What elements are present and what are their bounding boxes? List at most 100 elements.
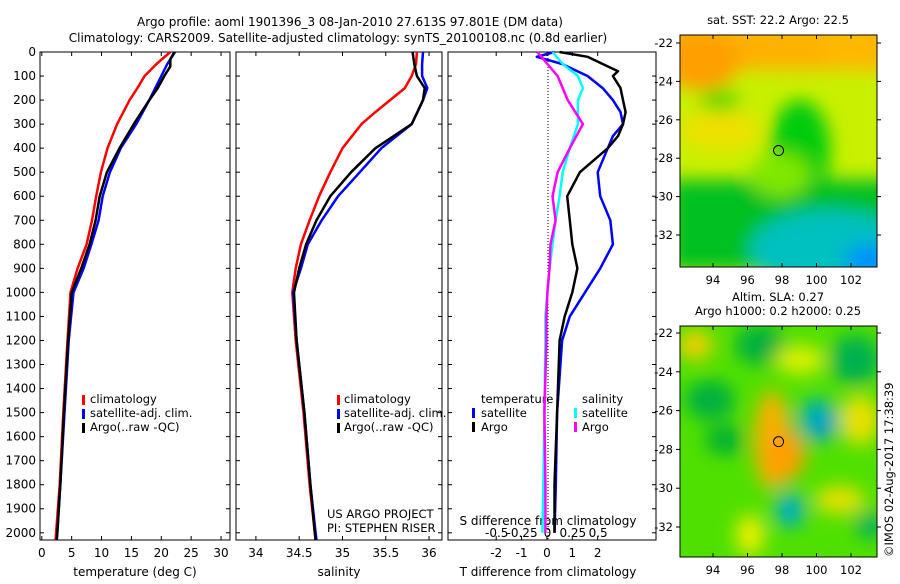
s-diff-tick-label: 0.25 — [559, 526, 586, 540]
depth-tick-label: 900 — [13, 261, 36, 275]
depth-tick-label: 0 — [28, 45, 36, 59]
sst-map-frame — [679, 34, 878, 268]
depth-tick-label: 1800 — [5, 478, 36, 492]
depth-tick-label: 700 — [13, 213, 36, 227]
depth-tick-label: 2000 — [5, 526, 36, 540]
s-diff-tick-label: -0.5 — [485, 526, 508, 540]
depth-tick-label: 1700 — [5, 454, 36, 468]
s-diff-tick-label: -0.25 — [507, 526, 538, 540]
lat-tick-label: -32 — [654, 520, 673, 534]
sst-map-title: sat. SST: 22.2 Argo: 22.5 — [707, 13, 849, 27]
x-tick-label: 15 — [124, 546, 139, 560]
salinity-panel: salinity climatology satellite-adj. clim… — [235, 51, 446, 579]
depth-tick-label: 800 — [13, 237, 36, 251]
legend-climatology-swatch — [82, 395, 85, 405]
x-tick-label: 10 — [94, 546, 109, 560]
series-line-temperature-argo — [553, 50, 627, 533]
x-tick-label: 36 — [421, 546, 436, 560]
s-diff-xlabel: S difference from climatology — [460, 514, 637, 528]
legend-satellite-adj: satellite-adj. clim. — [90, 406, 192, 420]
sla-map-title-1: Altim. SLA: 0.27 — [732, 290, 824, 304]
legend-satellite-swatch — [337, 409, 340, 419]
t-diff-xlabel: T difference from climatology — [459, 565, 637, 579]
legend-t-argo-swatch — [472, 422, 475, 432]
lat-tick-label: -28 — [654, 151, 673, 165]
difference-axes-box — [447, 51, 657, 541]
legend-satellite-swatch — [82, 409, 85, 419]
legend-s-satellite: satellite — [582, 406, 628, 420]
lat-tick-label: -30 — [654, 190, 673, 204]
lon-tick-label: 100 — [806, 563, 828, 577]
s-diff-tick-label: 0.5 — [589, 526, 608, 540]
lat-tick-label: -30 — [654, 481, 673, 495]
sst-map-image — [680, 35, 877, 267]
legend-climatology-swatch — [337, 395, 340, 405]
depth-tick-label: 200 — [13, 93, 36, 107]
x-tick-label: 0 — [38, 546, 46, 560]
lon-tick-label: 96 — [740, 273, 755, 287]
legend-salinity-header: salinity — [582, 392, 623, 406]
legend-s-argo-swatch — [574, 422, 577, 432]
legend-argo: Argo(..raw -QC) — [90, 420, 180, 434]
timestamp: ©IMOS 02-Aug-2017 17:38:39 — [882, 382, 896, 557]
lon-tick-label: 96 — [740, 563, 755, 577]
legend-s-satellite-swatch — [574, 408, 577, 418]
salinity-xlabel: salinity — [317, 565, 360, 579]
salinity-axes-box — [235, 51, 443, 541]
difference-panel: T difference from climatology S differen… — [447, 51, 657, 579]
series-line-temperature-satellite — [535, 50, 625, 533]
series-line-salinity-argo — [536, 51, 585, 533]
depth-tick-label: 1600 — [5, 430, 36, 444]
x-tick-label: 25 — [184, 546, 199, 560]
lat-tick-label: -28 — [654, 442, 673, 456]
argo-float-marker — [773, 145, 785, 157]
depth-tick-label: 1200 — [5, 333, 36, 347]
legend-satellite-adj: satellite-adj. clim. — [344, 406, 446, 420]
lon-tick-label: 94 — [706, 273, 721, 287]
depth-tick-label: 300 — [13, 117, 36, 131]
lat-tick-label: -22 — [654, 326, 673, 340]
lon-tick-label: 100 — [806, 273, 828, 287]
x-tick-label: 1 — [568, 546, 576, 560]
project-line-2: PI: STEPHEN RISER — [327, 521, 436, 535]
title-line-2: Climatology: CARS2009. Satellite-adjuste… — [69, 31, 607, 45]
x-tick-label: 35 — [335, 546, 350, 560]
depth-tick-label: 100 — [13, 69, 36, 83]
lon-tick-label: 102 — [840, 273, 862, 287]
depth-tick-label: 1900 — [5, 502, 36, 516]
legend-t-argo: Argo — [481, 420, 508, 434]
sla-map-frame — [679, 325, 878, 558]
legend-t-satellite: satellite — [481, 406, 527, 420]
x-tick-label: -2 — [490, 546, 502, 560]
depth-tick-label: 500 — [13, 165, 36, 179]
depth-tick-label: 1000 — [5, 285, 36, 299]
series-line-argo-raw-qc — [292, 51, 426, 541]
lon-tick-label: 98 — [775, 273, 790, 287]
lon-tick-label: 98 — [775, 563, 790, 577]
legend-climatology: climatology — [90, 392, 157, 406]
lat-tick-label: -26 — [654, 404, 673, 418]
sla-map-title-2: Argo h1000: 0.2 h2000: 0.25 — [695, 304, 861, 318]
temperature-xlabel: temperature (deg C) — [73, 565, 196, 579]
x-tick-label: 30 — [213, 546, 228, 560]
depth-tick-label: 600 — [13, 189, 36, 203]
depth-tick-label: 1500 — [5, 406, 36, 420]
x-tick-label: -1 — [516, 546, 528, 560]
legend-s-argo: Argo — [582, 420, 609, 434]
depth-tick-label: 1100 — [5, 309, 36, 323]
depth-tick-label: 400 — [13, 141, 36, 155]
lat-tick-label: -32 — [654, 228, 673, 242]
argo-float-marker — [773, 436, 785, 448]
lat-tick-label: -24 — [654, 74, 673, 88]
lat-tick-label: -26 — [654, 113, 673, 127]
s-diff-tick-label: 0 — [544, 526, 552, 540]
legend-argo: Argo(..raw -QC) — [344, 420, 434, 434]
x-tick-label: 0 — [543, 546, 551, 560]
x-tick-label: 2 — [594, 546, 602, 560]
legend-argo-swatch — [337, 423, 340, 433]
x-tick-label: 35.5 — [372, 546, 399, 560]
lon-tick-label: 94 — [706, 563, 721, 577]
legend-climatology: climatology — [344, 392, 411, 406]
depth-tick-label: 1300 — [5, 358, 36, 372]
legend-argo-swatch — [82, 423, 85, 433]
